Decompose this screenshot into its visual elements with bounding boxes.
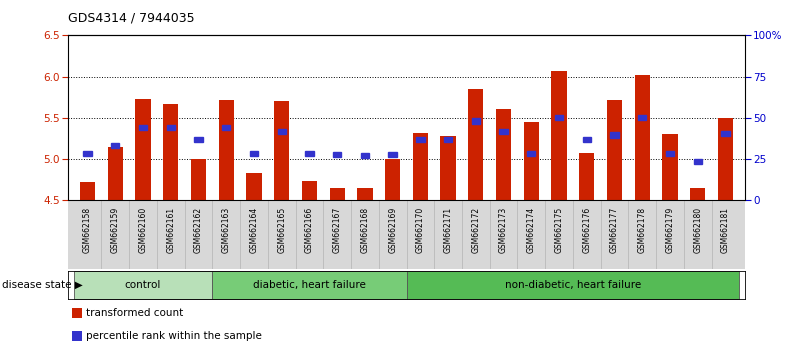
Bar xyxy=(212,271,406,299)
Bar xyxy=(195,137,203,142)
Text: disease state ▶: disease state ▶ xyxy=(2,280,83,290)
Bar xyxy=(357,188,372,200)
Text: diabetic, heart failure: diabetic, heart failure xyxy=(253,280,366,290)
Text: control: control xyxy=(125,280,161,290)
Bar xyxy=(666,152,674,156)
Bar xyxy=(191,159,206,200)
Text: GSM662178: GSM662178 xyxy=(638,207,646,253)
Bar xyxy=(107,147,123,200)
Bar xyxy=(690,188,706,200)
Bar xyxy=(555,115,563,120)
Bar xyxy=(722,131,730,136)
Bar xyxy=(302,181,317,200)
Bar xyxy=(80,182,95,200)
Text: GSM662161: GSM662161 xyxy=(167,207,175,253)
Bar xyxy=(496,109,511,200)
Text: GSM662179: GSM662179 xyxy=(666,207,674,253)
Bar xyxy=(662,134,678,200)
Text: GSM662160: GSM662160 xyxy=(139,207,147,253)
Text: GSM662174: GSM662174 xyxy=(527,207,536,253)
Bar xyxy=(333,152,341,157)
Bar xyxy=(524,122,539,200)
Bar xyxy=(413,133,428,200)
Text: GSM662168: GSM662168 xyxy=(360,207,369,253)
Bar xyxy=(469,89,484,200)
Bar xyxy=(634,75,650,200)
Text: GSM662167: GSM662167 xyxy=(332,207,342,253)
Text: GSM662169: GSM662169 xyxy=(388,207,397,253)
Text: GSM662177: GSM662177 xyxy=(610,207,619,253)
Bar xyxy=(360,153,369,158)
Bar xyxy=(247,173,262,200)
Bar xyxy=(527,152,536,156)
Bar xyxy=(83,152,91,156)
Text: percentile rank within the sample: percentile rank within the sample xyxy=(86,331,262,341)
Bar xyxy=(406,271,739,299)
Bar xyxy=(274,101,289,200)
Text: GDS4314 / 7944035: GDS4314 / 7944035 xyxy=(68,12,195,25)
Text: non-diabetic, heart failure: non-diabetic, heart failure xyxy=(505,280,641,290)
Text: GSM662175: GSM662175 xyxy=(554,207,564,253)
Bar xyxy=(385,159,400,200)
Bar xyxy=(441,136,456,200)
Bar xyxy=(582,137,591,142)
Bar xyxy=(219,99,234,200)
Bar xyxy=(139,125,147,130)
Text: GSM662164: GSM662164 xyxy=(249,207,259,253)
Bar xyxy=(277,129,286,134)
Bar xyxy=(718,118,733,200)
Bar xyxy=(694,159,702,164)
Bar xyxy=(163,104,179,200)
Bar xyxy=(135,99,151,200)
Bar xyxy=(305,152,313,156)
Text: GSM662180: GSM662180 xyxy=(694,207,702,253)
Text: GSM662181: GSM662181 xyxy=(721,207,730,253)
Text: transformed count: transformed count xyxy=(86,308,183,318)
Text: GSM662171: GSM662171 xyxy=(444,207,453,253)
Text: GSM662166: GSM662166 xyxy=(305,207,314,253)
Bar xyxy=(579,153,594,200)
Bar xyxy=(417,137,425,142)
Bar xyxy=(610,132,618,138)
Bar xyxy=(388,152,396,157)
Bar xyxy=(551,71,566,200)
Bar xyxy=(222,125,231,130)
Bar xyxy=(250,152,258,156)
Text: GSM662173: GSM662173 xyxy=(499,207,508,253)
Bar xyxy=(444,137,453,142)
Bar xyxy=(638,115,646,120)
Bar xyxy=(111,143,119,148)
Bar xyxy=(472,119,480,124)
Text: GSM662158: GSM662158 xyxy=(83,207,92,253)
Text: GSM662165: GSM662165 xyxy=(277,207,286,253)
Text: GSM662162: GSM662162 xyxy=(194,207,203,253)
Bar xyxy=(500,129,508,134)
Bar xyxy=(607,101,622,200)
Text: GSM662172: GSM662172 xyxy=(471,207,481,253)
Text: GSM662170: GSM662170 xyxy=(416,207,425,253)
Text: GSM662163: GSM662163 xyxy=(222,207,231,253)
Text: GSM662159: GSM662159 xyxy=(111,207,119,253)
Bar xyxy=(74,271,212,299)
Bar xyxy=(329,188,344,200)
Text: GSM662176: GSM662176 xyxy=(582,207,591,253)
Bar xyxy=(167,125,175,130)
